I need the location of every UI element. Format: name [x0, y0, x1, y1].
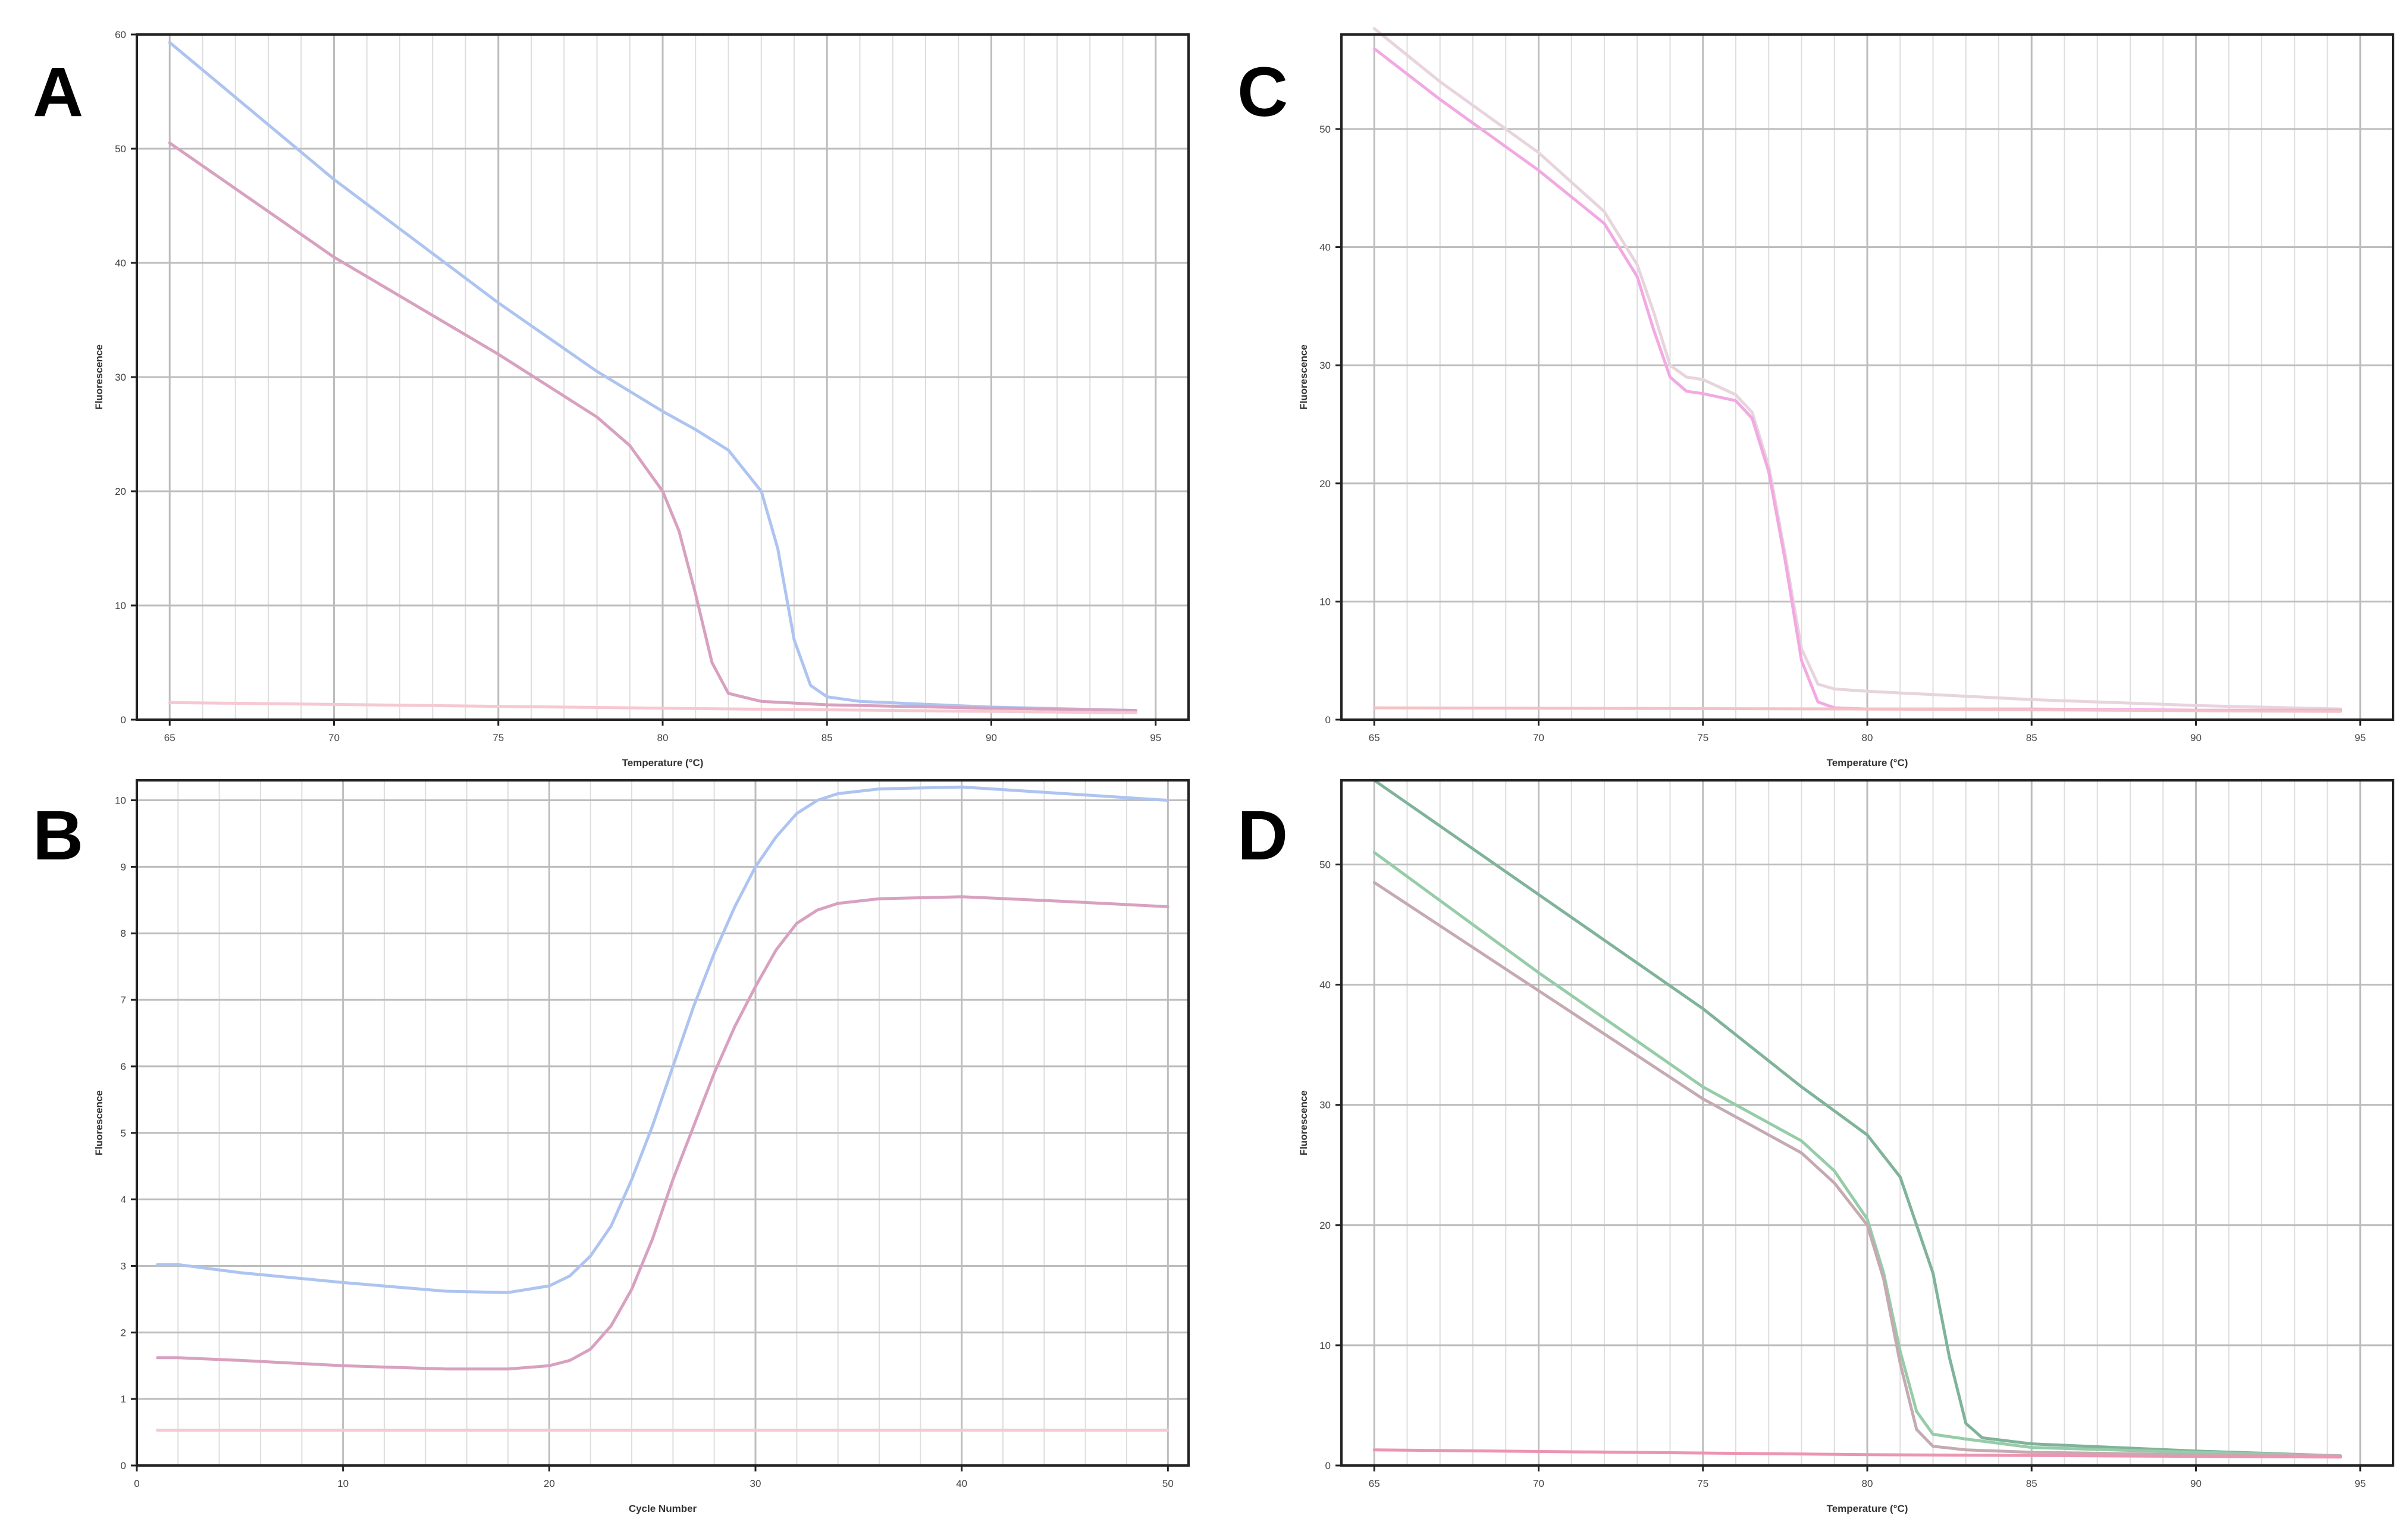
panel-c: C 65 70 75 80 85 90 95 0 10 20 30 40 50 Temperature …: [1237, 27, 2394, 768]
panel-b-x-tick-label: 10: [337, 1478, 349, 1489]
panel-d-x-axis-title: Temperature (°C): [1827, 1503, 1908, 1514]
panel-d-y-tick-label: 20: [1319, 1220, 1331, 1231]
panel-label-a: A: [33, 53, 83, 131]
panel-b-y-tick-label: 0: [121, 1460, 126, 1471]
panel-b-y-tick-label: 9: [121, 861, 126, 873]
panel-d-y-tick-label: 50: [1319, 859, 1331, 870]
panel-a-y-tick-label: 20: [115, 486, 126, 497]
panel-c-y-tick-label: 50: [1319, 124, 1331, 135]
panel-b-series-sample-1: [156, 785, 1169, 1294]
panel-d-x-tick-label: 70: [1533, 1478, 1544, 1489]
panel-c-x-tick-label: 80: [1862, 732, 1873, 743]
panel-d-y-axis-title: Fluorescence: [1298, 1090, 1309, 1156]
panel-c-plot-lines: [1372, 27, 2343, 713]
panel-d-x-tick-label: 65: [1369, 1478, 1380, 1489]
panel-b-y-tick-label: 1: [121, 1394, 126, 1405]
panel-label-b: B: [33, 796, 83, 875]
panel-c-x-tick-label: 65: [1369, 732, 1380, 743]
panel-c-series-sample-1: [1372, 27, 2343, 711]
panel-d-x-tick-label: 75: [1697, 1478, 1708, 1489]
panel-a-y-tick-label: 50: [115, 143, 126, 155]
panel-b-x-tick-label: 50: [1162, 1478, 1174, 1489]
panel-b-plot-frame: [136, 779, 1190, 1467]
panel-c-y-axis-title: Fluorescence: [1298, 344, 1309, 410]
panel-b-y-tick-label: 10: [115, 795, 126, 806]
panel-a-y-axis-title: Fluorescence: [93, 344, 105, 410]
panel-d-plot-lines: [1372, 779, 2343, 1459]
panel-d-y-tick-label: 10: [1319, 1340, 1331, 1351]
panel-b-y-tick-label: 5: [121, 1128, 126, 1139]
panel-a-y-tick-label: 0: [121, 714, 126, 726]
panel-d-series-sample-3: [1372, 881, 2343, 1458]
panel-a-plot-lines: [168, 40, 1138, 714]
panel-b: B 0 10 20 30 40 50 0 1 2 3 4 5 6 7 8 9 10 Cycle Number F…: [33, 779, 1190, 1514]
panel-b-x-tick-label: 0: [134, 1478, 139, 1489]
panel-a-tick-labels: 65 70 75 80 85 90 95 0 10 20 30 40 50 60: [115, 29, 1161, 743]
panel-b-y-tick-label: 4: [121, 1194, 126, 1206]
panel-c-y-tick-label: 30: [1319, 360, 1331, 371]
panel-b-x-axis-title: Cycle Number: [629, 1503, 697, 1514]
panel-c-x-tick-label: 75: [1697, 732, 1708, 743]
panel-c-y-tick-label: 10: [1319, 596, 1331, 607]
panel-a-series-sample-2: [168, 141, 1138, 713]
panel-a-y-tick-label: 10: [115, 600, 126, 611]
panel-c-x-tick-label: 90: [2190, 732, 2202, 743]
panel-d-x-tick-label: 95: [2354, 1478, 2366, 1489]
panel-c-series-negative-control: [1372, 706, 2343, 713]
panel-label-d: D: [1237, 796, 1288, 875]
panel-a-x-tick-label: 80: [657, 732, 669, 743]
panel-b-y-tick-label: 8: [121, 928, 126, 939]
panel-c-x-axis-title: Temperature (°C): [1827, 757, 1908, 768]
panel-c-y-tick-label: 40: [1319, 242, 1331, 253]
panel-c-x-tick-label: 85: [2026, 732, 2037, 743]
panel-d-series-sample-1: [1372, 779, 2343, 1458]
panel-a-y-tick-label: 60: [115, 29, 126, 40]
panel-d-y-tick-label: 40: [1319, 980, 1331, 991]
panel-d-y-tick-label: 30: [1319, 1100, 1331, 1111]
panel-a-series-sample-1: [168, 40, 1138, 713]
panel-b-y-axis-title: Fluorescence: [93, 1090, 105, 1156]
panel-a-x-tick-label: 65: [164, 732, 175, 743]
panel-b-y-tick-label: 6: [121, 1061, 126, 1072]
panel-a: A 65 70 75 80 85 90 95 0 10 20 30 40 50 60 Temperatur…: [33, 29, 1190, 768]
panel-d-x-tick-label: 90: [2190, 1478, 2202, 1489]
panel-a-x-tick-label: 95: [1150, 732, 1161, 743]
panel-a-y-tick-label: 40: [115, 258, 126, 269]
panel-c-y-tick-label: 20: [1319, 478, 1331, 489]
panel-a-x-axis-title: Temperature (°C): [622, 757, 704, 768]
panel-b-x-tick-label: 20: [544, 1478, 555, 1489]
panel-b-y-tick-label: 3: [121, 1260, 126, 1272]
panel-a-x-tick-label: 70: [328, 732, 340, 743]
panel-d-series-sample-2: [1372, 851, 2343, 1458]
panel-c-grid: [1341, 34, 2394, 721]
panel-d-x-tick-label: 85: [2026, 1478, 2037, 1489]
panel-c-tick-labels: 65 70 75 80 85 90 95 0 10 20 30 40 50: [1319, 124, 2366, 743]
panel-a-grid: [136, 33, 1189, 721]
panel-b-y-tick-label: 2: [121, 1327, 126, 1338]
panel-label-c: C: [1237, 53, 1288, 131]
panel-a-x-tick-label: 85: [822, 732, 833, 743]
panel-a-y-tick-label: 30: [115, 372, 126, 383]
panel-d-x-tick-label: 80: [1862, 1478, 1873, 1489]
panel-a-series-negative-control: [168, 701, 1138, 714]
panel-d-tick-labels: 65 70 75 80 85 90 95 0 10 20 30 40 50: [1319, 859, 2366, 1489]
panel-b-x-tick-label: 40: [956, 1478, 967, 1489]
panel-d-series-negative-control: [1372, 1448, 2343, 1459]
panel-a-x-tick-label: 75: [493, 732, 504, 743]
panel-b-series-sample-2: [156, 895, 1169, 1371]
panel-b-tick-labels: 0 10 20 30 40 50 0 1 2 3 4 5 6 7 8 9 10: [115, 795, 1174, 1489]
panel-c-y-tick-label: 0: [1325, 714, 1331, 726]
panel-b-y-tick-label: 7: [121, 994, 126, 1006]
panel-a-x-tick-label: 90: [986, 732, 997, 743]
panel-c-x-tick-label: 70: [1533, 732, 1544, 743]
panel-b-x-tick-label: 30: [750, 1478, 761, 1489]
panel-d-y-tick-label: 0: [1325, 1460, 1331, 1471]
panel-d: D 65 70 75 80 85 90 95 0 10 20 30 40 50 Temperature …: [1237, 779, 2394, 1514]
panel-b-plot-lines: [156, 785, 1169, 1432]
panel-c-x-tick-label: 95: [2354, 732, 2366, 743]
